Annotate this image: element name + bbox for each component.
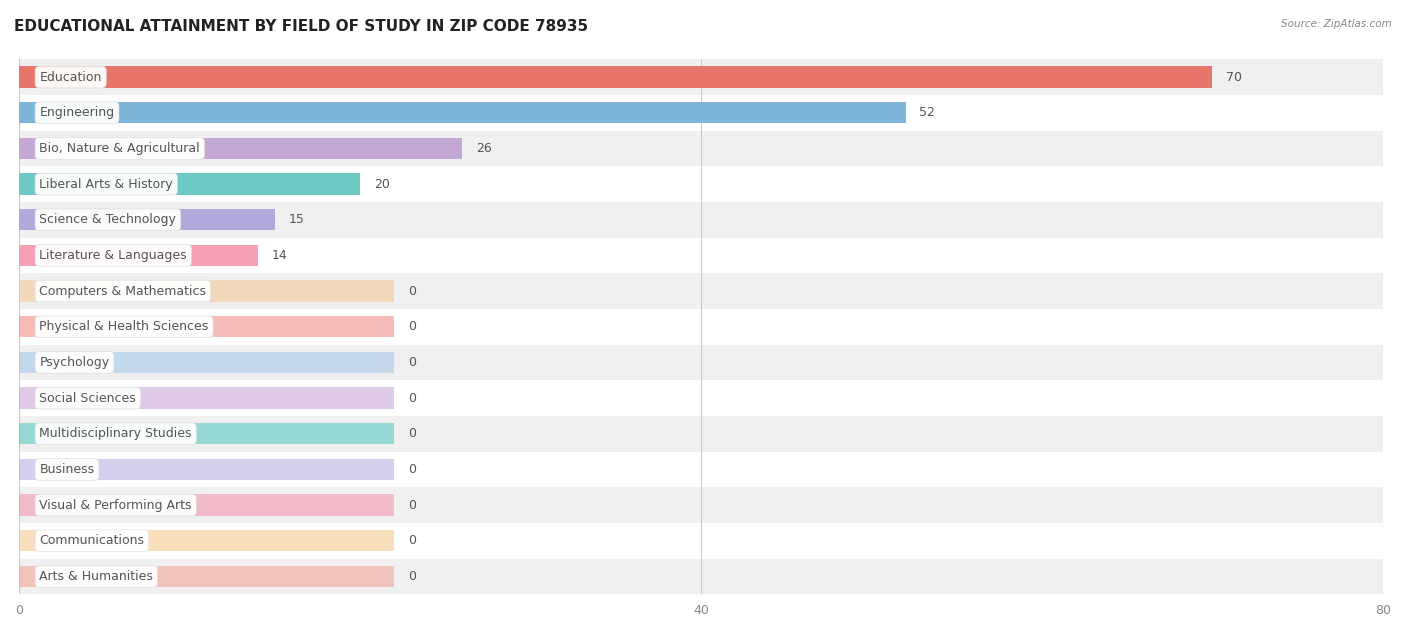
Bar bbox=[20, 102, 905, 123]
Bar bbox=[20, 459, 394, 480]
Bar bbox=[20, 166, 1384, 202]
Bar bbox=[20, 281, 394, 302]
Text: Liberal Arts & History: Liberal Arts & History bbox=[39, 178, 173, 191]
Bar bbox=[20, 387, 394, 409]
Bar bbox=[20, 59, 1384, 95]
Text: 0: 0 bbox=[408, 427, 416, 441]
Text: 14: 14 bbox=[271, 249, 287, 262]
Text: 0: 0 bbox=[408, 499, 416, 512]
Bar bbox=[20, 344, 1384, 380]
Text: 20: 20 bbox=[374, 178, 389, 191]
Bar bbox=[20, 380, 1384, 416]
Bar bbox=[20, 416, 1384, 452]
Text: 70: 70 bbox=[1226, 71, 1241, 83]
Text: Visual & Performing Arts: Visual & Performing Arts bbox=[39, 499, 193, 512]
Bar bbox=[20, 66, 1212, 88]
Text: Communications: Communications bbox=[39, 534, 145, 547]
Text: Physical & Health Sciences: Physical & Health Sciences bbox=[39, 320, 208, 333]
Text: Computers & Mathematics: Computers & Mathematics bbox=[39, 284, 207, 298]
Bar bbox=[20, 131, 1384, 166]
Bar bbox=[20, 209, 274, 231]
Text: 0: 0 bbox=[408, 320, 416, 333]
Bar bbox=[20, 494, 394, 516]
Text: 0: 0 bbox=[408, 570, 416, 583]
Bar bbox=[20, 452, 1384, 487]
Bar bbox=[20, 173, 360, 195]
Text: 0: 0 bbox=[408, 392, 416, 404]
Bar bbox=[20, 95, 1384, 131]
Text: 52: 52 bbox=[920, 106, 935, 119]
Bar bbox=[20, 530, 394, 552]
Text: Arts & Humanities: Arts & Humanities bbox=[39, 570, 153, 583]
Bar bbox=[20, 273, 1384, 309]
Bar bbox=[20, 202, 1384, 238]
Bar bbox=[20, 316, 394, 337]
Text: Education: Education bbox=[39, 71, 101, 83]
Bar bbox=[20, 238, 1384, 273]
Text: Psychology: Psychology bbox=[39, 356, 110, 369]
Bar bbox=[20, 559, 1384, 594]
Text: Bio, Nature & Agricultural: Bio, Nature & Agricultural bbox=[39, 142, 200, 155]
Text: Multidisciplinary Studies: Multidisciplinary Studies bbox=[39, 427, 193, 441]
Bar bbox=[20, 566, 394, 587]
Text: 0: 0 bbox=[408, 463, 416, 476]
Text: 0: 0 bbox=[408, 356, 416, 369]
Bar bbox=[20, 309, 1384, 344]
Bar bbox=[20, 487, 1384, 523]
Bar bbox=[20, 423, 394, 444]
Bar bbox=[20, 523, 1384, 559]
Text: 26: 26 bbox=[477, 142, 492, 155]
Text: Science & Technology: Science & Technology bbox=[39, 213, 176, 226]
Text: 0: 0 bbox=[408, 284, 416, 298]
Text: 0: 0 bbox=[408, 534, 416, 547]
Text: Business: Business bbox=[39, 463, 94, 476]
Text: Social Sciences: Social Sciences bbox=[39, 392, 136, 404]
Text: 15: 15 bbox=[288, 213, 304, 226]
Text: Engineering: Engineering bbox=[39, 106, 114, 119]
Bar bbox=[20, 138, 463, 159]
Text: Literature & Languages: Literature & Languages bbox=[39, 249, 187, 262]
Text: Source: ZipAtlas.com: Source: ZipAtlas.com bbox=[1281, 19, 1392, 29]
Bar bbox=[20, 352, 394, 373]
Bar bbox=[20, 245, 257, 266]
Text: EDUCATIONAL ATTAINMENT BY FIELD OF STUDY IN ZIP CODE 78935: EDUCATIONAL ATTAINMENT BY FIELD OF STUDY… bbox=[14, 19, 588, 34]
